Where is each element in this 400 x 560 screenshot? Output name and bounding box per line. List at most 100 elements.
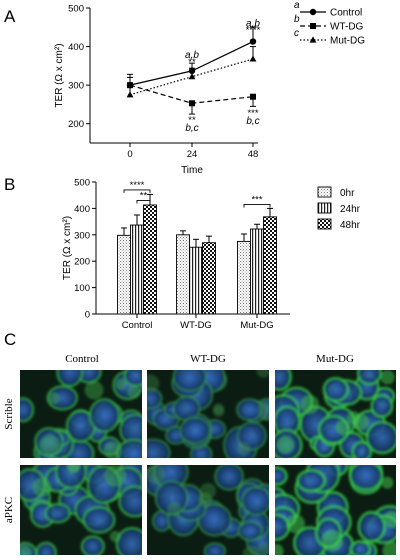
x-tick-label: 48 <box>248 149 259 160</box>
bar-wt-dg-48hr <box>202 242 216 315</box>
fluorescence-patch <box>242 545 261 555</box>
bar-mut-dg-0hr <box>237 240 251 315</box>
legend-label-0hr: 0hr <box>340 188 355 199</box>
micrograph-scrible-wt-dg <box>147 370 269 458</box>
fluorescence-patch <box>167 501 182 516</box>
panel-label-b: B <box>4 175 15 194</box>
cell <box>35 541 58 555</box>
cell-layer <box>20 465 142 555</box>
legend-key-a: a <box>294 0 300 11</box>
fluorescence-patch <box>286 514 305 534</box>
cell <box>172 370 207 392</box>
fluorescence-patch <box>199 482 217 500</box>
micrograph-column-label-mut-dg: Mut-DG <box>316 353 354 365</box>
significance-annotation: ** <box>188 115 196 126</box>
y-tick-label: 100 <box>74 283 90 294</box>
data-point-wt-dg-48 <box>250 93 256 100</box>
legend: a Control b WT-DG c Mut-DG <box>294 0 365 47</box>
data-point-wt-dg-24 <box>189 100 195 107</box>
fluorescence-patch <box>47 392 60 405</box>
category-label-wt-dg: WT-DG <box>180 320 212 331</box>
cell-layer <box>147 370 269 458</box>
data-point-mut-dg-24 <box>188 73 196 80</box>
fluorescence-patch <box>321 530 343 552</box>
data-point-mut-dg-0 <box>126 91 134 98</box>
fluorescence-patch <box>66 465 81 474</box>
legend-swatch-24hr <box>317 202 332 214</box>
micrograph-row-label-scrible: Scrible <box>3 398 15 429</box>
y-tick-label: 0 <box>85 310 90 321</box>
legend-label-48hr: 48hr <box>340 220 361 231</box>
cell <box>203 542 227 555</box>
legend: 0hr 24hr 48hr <box>317 186 361 231</box>
cell <box>179 416 211 444</box>
legend-label-24hr: 24hr <box>340 204 361 215</box>
cell <box>20 397 35 423</box>
panel-label-c: C <box>4 330 16 349</box>
significance-annotation: **** <box>246 25 261 36</box>
cell <box>147 438 171 458</box>
cell <box>322 376 349 403</box>
micrograph-column-label-wt-dg: WT-DG <box>190 353 226 365</box>
cell <box>197 503 232 537</box>
legend-marker-control <box>309 8 317 16</box>
fluorescence-patch <box>115 378 127 390</box>
significance-label: **** <box>130 180 145 191</box>
cell <box>115 526 142 555</box>
legend-marker-wt-dg <box>310 23 316 29</box>
cell <box>56 370 84 388</box>
cell <box>357 510 386 543</box>
bar-mut-dg-48hr <box>263 216 277 315</box>
cell-layer <box>275 370 396 458</box>
significance-bracket <box>243 203 271 208</box>
bar-wt-dg-24hr <box>189 246 203 315</box>
fluorescence-patch <box>335 419 351 436</box>
x-axis-title: Time <box>181 165 203 176</box>
micrograph-row-label-apkc: aPKC <box>3 497 15 523</box>
cell <box>241 486 269 516</box>
micrograph-apkc-wt-dg <box>147 465 269 555</box>
legend-swatch-0hr <box>317 186 332 198</box>
cell-layer <box>147 465 269 555</box>
cell <box>80 535 106 555</box>
fluorescence-patch <box>237 442 251 456</box>
legend-key-c: c <box>294 28 299 39</box>
fluorescence-patch <box>258 542 269 554</box>
y-tick-label: 400 <box>74 204 90 215</box>
x-tick-label: 0 <box>127 149 132 160</box>
legend-label-mut-dg: Mut-DG <box>330 36 365 47</box>
cell <box>348 465 384 492</box>
fluorescence-patch <box>380 370 395 385</box>
legend-label-wt-dg: WT-DG <box>330 22 364 33</box>
significance-bracket <box>123 189 151 193</box>
micrograph-scrible-control <box>20 370 142 458</box>
significance-label: ** <box>140 190 148 201</box>
bar-control-48hr <box>143 204 157 315</box>
fluorescence-patch <box>147 465 166 484</box>
fluorescence-patch <box>256 370 269 378</box>
significance-annotation: a,b <box>246 18 260 29</box>
cell <box>370 394 394 418</box>
bar-mut-dg-24hr <box>250 228 264 315</box>
significance-annotation: b,c <box>185 123 198 134</box>
series-mut-dg <box>126 46 257 98</box>
y-tick-label: 500 <box>74 178 90 189</box>
cell <box>82 506 116 534</box>
significance-annotation: b,c <box>246 116 259 127</box>
fluorescence-patch <box>103 441 123 458</box>
cell <box>116 438 142 458</box>
bar-control-0hr <box>117 234 131 315</box>
category-label-mut-dg: Mut-DG <box>240 320 273 331</box>
micrograph-column-label-control: Control <box>65 353 99 365</box>
cell <box>356 370 383 386</box>
category-label-control: Control <box>122 320 153 331</box>
cell <box>237 521 263 542</box>
fluorescence-patch <box>32 477 52 497</box>
significance-annotation: a,b <box>185 50 199 61</box>
series-line-mut-dg <box>129 58 254 96</box>
fluorescence-patch <box>39 435 61 456</box>
cell <box>296 469 326 493</box>
fluorescence-patch <box>275 543 284 555</box>
